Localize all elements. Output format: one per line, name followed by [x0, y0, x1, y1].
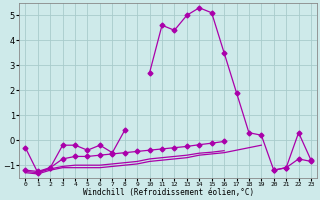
- X-axis label: Windchill (Refroidissement éolien,°C): Windchill (Refroidissement éolien,°C): [83, 188, 254, 197]
